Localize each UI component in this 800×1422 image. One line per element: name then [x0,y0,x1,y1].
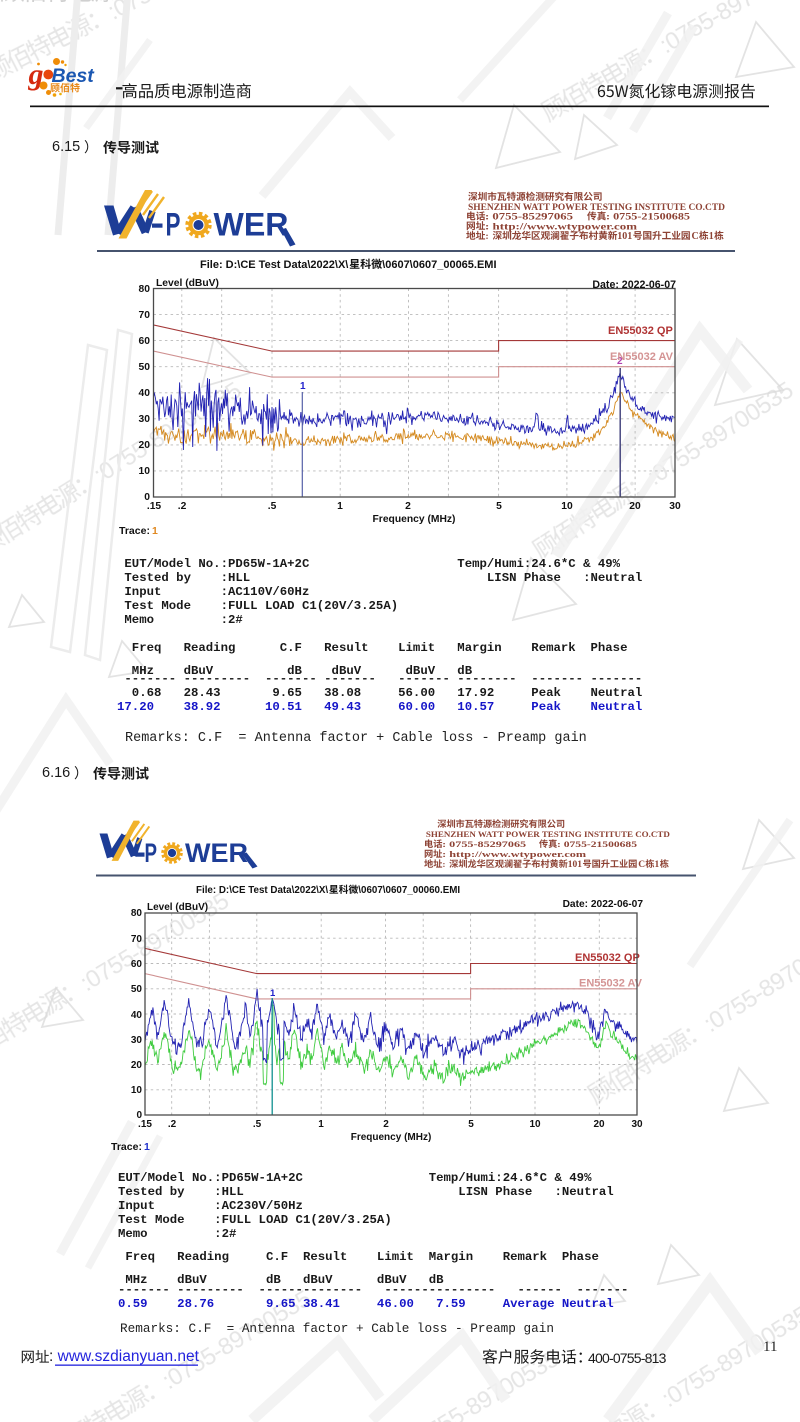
svg-text:.2: .2 [178,501,187,512]
svg-text:EN55032 QP: EN55032 QP [575,952,640,964]
svg-text:C: C [692,231,699,242]
svg-text:10: 10 [139,466,151,477]
svg-text:30: 30 [631,1119,643,1130]
svg-text:50: 50 [131,984,143,995]
svg-text:EN55032 QP: EN55032 QP [608,325,673,337]
svg-text:30: 30 [139,414,151,425]
svg-text:.15: .15 [147,501,162,512]
svg-text:SHENZHEN WATT POWER TESTING IN: SHENZHEN WATT POWER TESTING INSTITUTE CO… [468,203,725,213]
svg-text:10: 10 [529,1119,541,1130]
svg-text:WER: WER [214,207,289,243]
svg-text:Frequency (MHz): Frequency (MHz) [351,1132,432,1143]
svg-text:10: 10 [131,1085,143,1096]
svg-text:20: 20 [131,1060,143,1071]
svg-text::0755-89700535: :0755-89700535 [136,0,304,6]
svg-text:: 0755-21500685: : 0755-21500685 [606,213,690,223]
svg-text:2: 2 [617,356,623,367]
svg-text:: http://www.wtypower.com: : http://www.wtypower.com [485,222,637,232]
svg-text:101: 101 [617,231,632,242]
svg-text:5: 5 [468,1119,474,1130]
svg-text:1: 1 [144,1141,150,1153]
svg-text:5: 5 [496,501,502,512]
svg-text:40: 40 [131,1010,143,1021]
svg-text:20: 20 [139,440,151,451]
svg-text:\0607\0607_00060.EMI: \0607\0607_00060.EMI [358,885,460,896]
svg-text:Date: 2022-06-07: Date: 2022-06-07 [563,899,644,910]
svg-text:1: 1 [709,231,714,242]
svg-text:g: g [28,58,44,91]
svg-text:60: 60 [139,336,151,347]
svg-text:40: 40 [139,388,151,399]
svg-text:File: D:\CE Test Data\2022\X\: File: D:\CE Test Data\2022\X\ [200,259,348,271]
svg-text:1: 1 [655,860,660,870]
svg-text:File: D:\CE Test Data\2022\X\: File: D:\CE Test Data\2022\X\ [196,885,328,896]
svg-text:.2: .2 [168,1119,177,1130]
svg-text:2: 2 [383,1119,389,1130]
svg-text:80: 80 [139,284,151,295]
svg-text::: : [486,232,489,242]
svg-text:Trace:: Trace: [111,1141,142,1153]
svg-text:70: 70 [131,934,143,945]
svg-text:WER: WER [185,837,248,868]
svg-text::: : [443,859,446,869]
svg-text:P: P [145,837,158,868]
svg-text:30: 30 [131,1035,143,1046]
svg-text:EN55032 AV: EN55032 AV [610,351,674,363]
svg-text:: 0755-85297065: : 0755-85297065 [485,213,573,223]
svg-text:: http://www.wtypower.com: : http://www.wtypower.com [442,849,587,859]
svg-text:1: 1 [337,501,343,512]
svg-text:0: 0 [144,492,150,503]
svg-text:30: 30 [669,501,681,512]
svg-text:SHENZHEN WATT POWER TESTING IN: SHENZHEN WATT POWER TESTING INSTITUTE CO… [426,829,670,839]
svg-text:Best: Best [52,65,96,87]
svg-text:60: 60 [131,959,143,970]
svg-text:.5: .5 [253,1119,262,1130]
svg-text:1: 1 [152,525,158,537]
svg-text:.5: .5 [268,501,277,512]
svg-text:101: 101 [568,860,583,870]
svg-text:10: 10 [561,501,573,512]
svg-text:50: 50 [139,362,151,373]
svg-text:EN55032 AV: EN55032 AV [579,978,643,990]
svg-text:0: 0 [136,1110,142,1121]
svg-text:\0607\0607_00065.EMI: \0607\0607_00065.EMI [382,259,496,271]
svg-text:: 0755-85297065: : 0755-85297065 [442,839,527,849]
svg-text:1: 1 [318,1119,324,1130]
svg-text:1: 1 [300,381,306,392]
svg-text:C: C [638,860,645,870]
svg-text:Level (dBuV): Level (dBuV) [147,902,208,913]
svg-text:Frequency (MHz): Frequency (MHz) [373,514,456,525]
svg-text:P: P [166,207,181,243]
svg-text:20: 20 [629,501,641,512]
svg-text:Date: 2022-06-07: Date: 2022-06-07 [592,279,676,291]
svg-text:80: 80 [131,908,143,919]
svg-text:Trace:: Trace: [119,525,150,537]
svg-text:70: 70 [139,310,151,321]
svg-text:2: 2 [405,501,411,512]
svg-text:: 0755-21500685: : 0755-21500685 [557,839,638,849]
svg-text:20: 20 [593,1119,605,1130]
svg-text:Level (dBuV): Level (dBuV) [156,278,219,289]
svg-text:1: 1 [270,988,276,999]
svg-text:.15: .15 [138,1119,152,1130]
